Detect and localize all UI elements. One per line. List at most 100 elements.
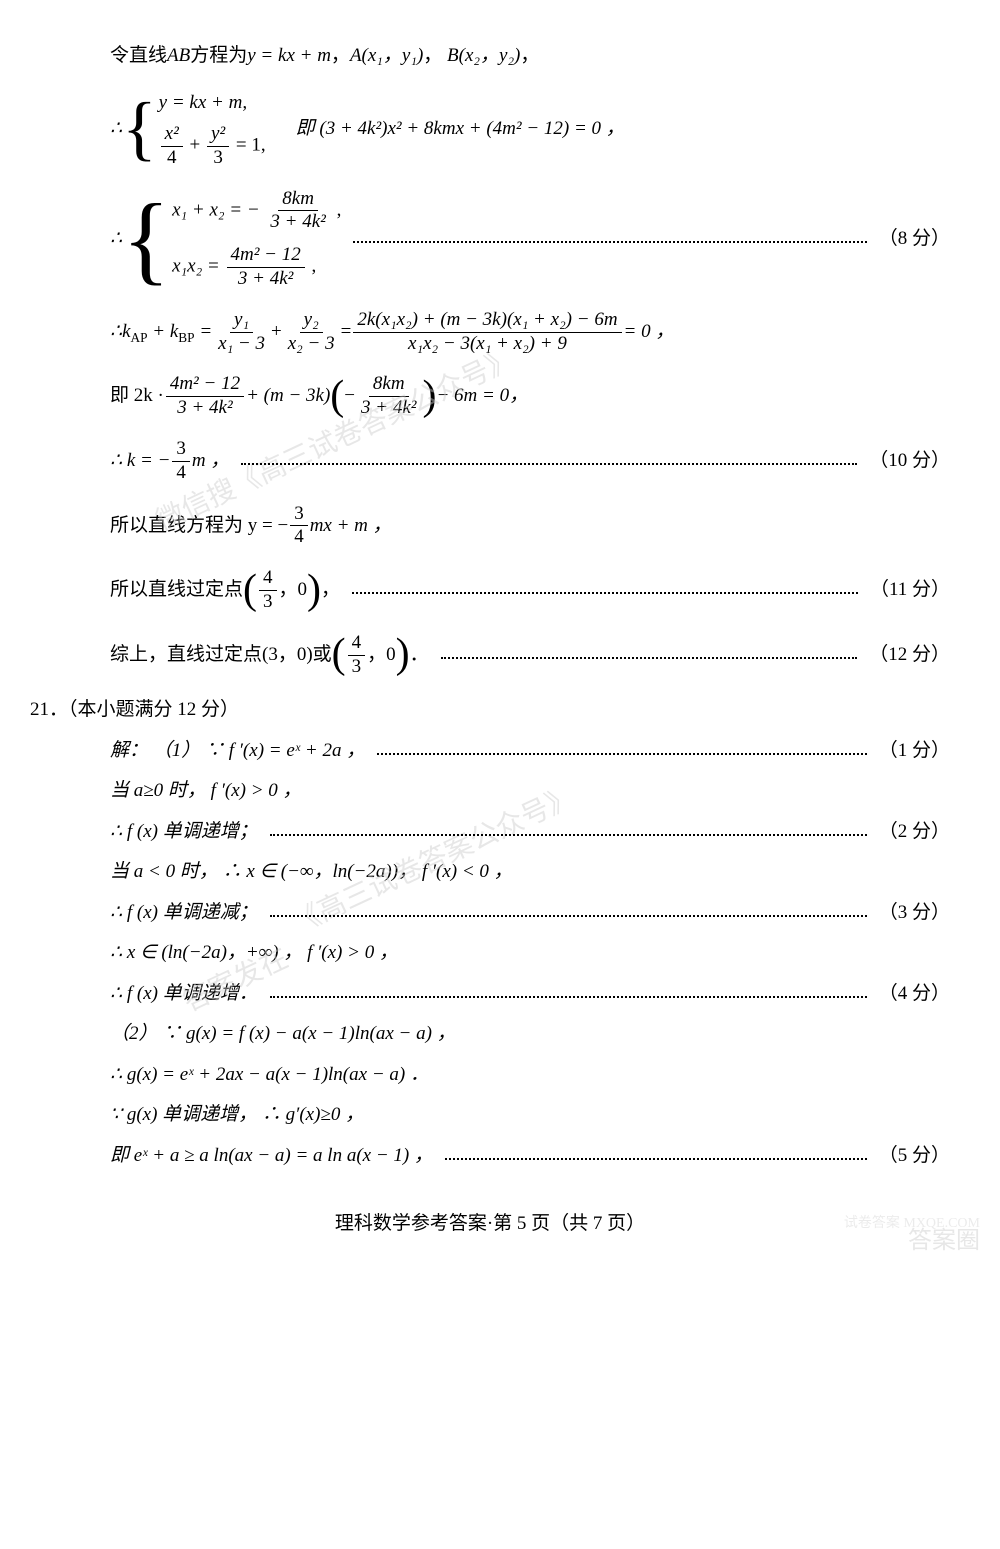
num: 8km	[278, 188, 318, 212]
score-1: （1 分）	[879, 737, 950, 766]
den: 3	[209, 147, 227, 170]
q20-line-equation: 所以直线方程为 y = − 34 mx + m ，	[30, 503, 950, 550]
num: x²	[161, 123, 183, 147]
den: 4	[290, 526, 308, 549]
therefore: ∴	[110, 225, 122, 254]
score-3: （3 分）	[879, 899, 950, 928]
text: ，	[331, 42, 350, 71]
text: 21．（本小题满分 12 分）	[30, 696, 239, 725]
text: 综上，直线过定点(3，0)或	[110, 641, 332, 670]
q20-kap-kbp: ∴ kAP + kBP = y₁x₁ − 3 + y₂x₂ − 3 = 2k(x…	[30, 309, 950, 356]
tail: = 0 ，	[624, 318, 675, 347]
text: 所以直线方程为 y = −	[110, 512, 288, 541]
q20-system-1: ∴ { y = kx + m, x²4 + y²3 = 1, 即 (3 + 4k…	[30, 89, 950, 170]
tail: ．	[410, 641, 429, 670]
score-2: （2 分）	[879, 818, 950, 847]
lhs: x₁x₂ =	[172, 256, 224, 277]
q21-l1: 解： （1） ∵ f ′(x) = eˣ + 2a ， （1 分）	[30, 737, 950, 766]
den: 3 + 4k²	[234, 268, 297, 291]
text: ，	[520, 42, 539, 71]
dotted-fill	[353, 241, 866, 243]
den: 3	[348, 656, 366, 679]
q21-header: 21．（本小题满分 12 分）	[30, 696, 950, 725]
y: ，0	[367, 641, 396, 670]
lead: ∴ k = −	[110, 447, 170, 476]
tail: mx + m ，	[310, 512, 392, 541]
text: ∵ g(x) 单调递增， ∴ g′(x)≥0 ，	[110, 1101, 364, 1130]
y: ，0	[279, 576, 308, 605]
num: y₁	[230, 309, 253, 333]
dotted-fill	[352, 592, 858, 594]
num: 4	[348, 632, 366, 656]
num: 4	[259, 567, 277, 591]
text: ∴ x ∈ (ln(−2a)，+∞) ， f ′(x) > 0 ，	[110, 939, 398, 968]
num: y₂	[300, 309, 323, 333]
math: A(x₁，y₁)	[350, 42, 423, 71]
den: 3 + 4k²	[357, 397, 420, 420]
q21-l6: ∴ x ∈ (ln(−2a)，+∞) ， f ′(x) > 0 ，	[30, 939, 950, 968]
den: 4	[163, 147, 181, 170]
text: （2） ∵ g(x) = f (x) − a(x − 1)ln(ax − a) …	[110, 1020, 456, 1049]
text: ，	[423, 42, 447, 71]
score-12: （12 分）	[869, 641, 950, 670]
text: 所以直线过定点	[110, 576, 243, 605]
dotted-fill	[241, 463, 857, 465]
num: 3	[172, 438, 190, 462]
page-footer: 理科数学参考答案·第 5 页（共 7 页）	[30, 1210, 950, 1239]
score-8: （8 分）	[879, 225, 950, 254]
eq-row: x²4 + y²3 = 1,	[159, 123, 266, 170]
num: 4m² − 12	[166, 373, 244, 397]
num: 8km	[369, 373, 409, 397]
score-11: （11 分）	[870, 576, 950, 605]
text: ∴ f (x) 单调递减；	[110, 899, 258, 928]
tail: m ，	[192, 447, 229, 476]
q20-k-result: ∴ k = − 34 m ， （10 分）	[30, 438, 950, 485]
brace-icon: {	[122, 100, 157, 158]
q20-summary: 综上，直线过定点(3，0)或 ( 43 ，0 ) ． （12 分）	[30, 632, 950, 679]
q21-l10: ∵ g(x) 单调递增， ∴ g′(x)≥0 ，	[30, 1101, 950, 1130]
text: ∴ f (x) 单调递增．	[110, 980, 258, 1009]
den: 3 + 4k²	[266, 211, 329, 234]
mid: + (m − 3k)	[246, 382, 330, 411]
eq-row: x₁x₂ = 4m² − 123 + 4k² ,	[172, 244, 341, 291]
num: 2k(x₁x₂) + (m − 3k)(x₁ + x₂) − 6m	[353, 309, 621, 333]
score-10: （10 分）	[869, 447, 950, 476]
num: 3	[290, 503, 308, 527]
q20-system-2: ∴ { x₁ + x₂ = − 8km3 + 4k² , x₁x₂ = 4m² …	[30, 188, 950, 291]
dotted-fill	[270, 996, 867, 998]
den: x₁ − 3	[214, 333, 269, 356]
q20-substitute: 即 2k · 4m² − 123 + 4k² + (m − 3k) ( − 8k…	[30, 373, 950, 420]
q20-fixed-point: 所以直线过定点 ( 43 ，0 ) ， （11 分）	[30, 567, 950, 614]
dotted-fill	[270, 915, 867, 917]
dotted-fill	[270, 834, 867, 836]
text: 令直线	[110, 42, 167, 71]
text: 解： （1） ∵ f ′(x) = eˣ + 2a ，	[110, 737, 365, 766]
dotted-fill	[441, 657, 858, 659]
corner-watermark-small: 试卷答案 MXQE.COM	[844, 1213, 980, 1234]
text: = 1,	[236, 135, 266, 156]
dotted-fill	[445, 1158, 867, 1160]
therefore: ∴	[110, 115, 122, 144]
text: 即 eˣ + a ≥ a ln(ax − a) = a ln a(x − 1) …	[110, 1142, 433, 1171]
text: 即 2k ·	[110, 382, 164, 411]
q21-l3: ∴ f (x) 单调递增； （2 分）	[30, 818, 950, 847]
math: B(x₂，y₂)	[447, 42, 520, 71]
q21-l11: 即 eˣ + a ≥ a ln(ax − a) = a ln a(x − 1) …	[30, 1142, 950, 1171]
rhs-equation: 即 (3 + 4k²)x² + 8kmx + (4m² − 12) = 0 ，	[296, 115, 625, 144]
den: x₁x₂ − 3(x₁ + x₂) + 9	[404, 333, 571, 356]
text: 当 a≥0 时， f ′(x) > 0 ，	[110, 777, 302, 806]
tail: − 6m = 0，	[436, 382, 528, 411]
text: 当 a < 0 时， ∴ x ∈ (−∞，ln(−2a))， f ′(x) < …	[110, 858, 513, 887]
eq-row: y = kx + m,	[159, 89, 266, 118]
num: 4m² − 12	[227, 244, 305, 268]
text: 方程为	[190, 42, 247, 71]
q21-l5: ∴ f (x) 单调递减； （3 分）	[30, 899, 950, 928]
den: 3	[259, 591, 277, 614]
text: ∴ g(x) = eˣ + 2ax − a(x − 1)ln(ax − a) ．	[110, 1061, 429, 1090]
q21-l8: （2） ∵ g(x) = f (x) − a(x − 1)ln(ax − a) …	[30, 1020, 950, 1049]
num: y²	[207, 123, 229, 147]
q21-l9: ∴ g(x) = eˣ + 2ax − a(x − 1)ln(ax − a) ．	[30, 1061, 950, 1090]
dotted-fill	[377, 753, 867, 755]
text: ∴ f (x) 单调递增；	[110, 818, 258, 847]
therefore: ∴	[110, 318, 122, 347]
